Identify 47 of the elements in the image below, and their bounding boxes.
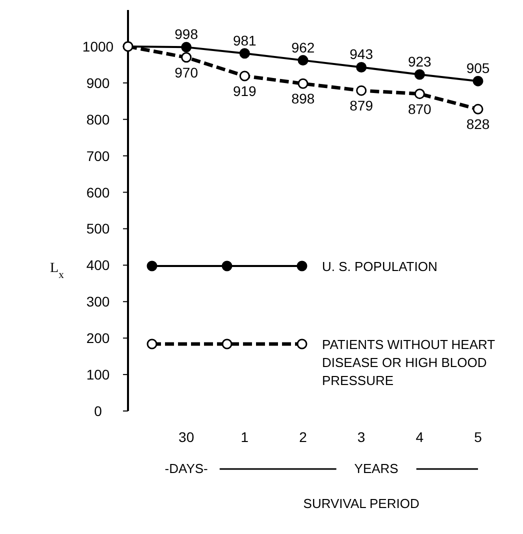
- x-tick-label: 30: [178, 429, 194, 445]
- data-label: 870: [408, 100, 432, 117]
- point: [414, 88, 425, 100]
- data-label: 919: [232, 82, 257, 99]
- y-tick-label: 400: [86, 257, 110, 274]
- point: [181, 42, 192, 52]
- point: [472, 104, 484, 114]
- y-axis-title: L$_{x}$: [50, 261, 65, 280]
- data-label: 923: [408, 54, 432, 70]
- data-label: 898: [291, 90, 315, 107]
- x-tick-label: 3: [357, 429, 366, 445]
- y-tick-label: 100: [86, 366, 110, 383]
- y-tick-label: 200: [86, 330, 110, 346]
- point: [356, 85, 367, 96]
- y-tick-label: 1000: [82, 38, 114, 54]
- y-tick-label: 500: [86, 220, 110, 237]
- legend-label: PATIENTS WITHOUT HEART DISEASE OR HIGH BLOOD PRESSURE: [322, 337, 496, 388]
- legend-label: U. S. POPULATION: [322, 259, 438, 274]
- text: -DAYS-: [164, 461, 208, 476]
- y-tick-label: 0: [94, 403, 102, 419]
- point: [239, 48, 250, 59]
- data-label: 962: [291, 39, 315, 56]
- point: [414, 69, 425, 80]
- point: [298, 78, 308, 89]
- y-tick-label: 700: [86, 148, 110, 164]
- x-tick-label: 2: [299, 429, 308, 445]
- data-label: 828: [466, 116, 490, 132]
- y-tick-label: 300: [86, 294, 110, 310]
- data-label: 943: [350, 46, 374, 62]
- y-tick-label: 600: [86, 184, 110, 200]
- point: [181, 52, 192, 63]
- point: [298, 55, 308, 66]
- x-axis-title: SURVIVAL PERIOD: [303, 496, 420, 511]
- data-label: 998: [174, 26, 198, 42]
- point: [239, 70, 250, 82]
- point: [472, 76, 484, 86]
- y-tick-label: 800: [86, 111, 110, 128]
- data-label: 970: [174, 64, 198, 80]
- data-label: 905: [466, 60, 490, 76]
- x-tick-label: 1: [240, 429, 249, 445]
- data-label: 879: [350, 98, 374, 114]
- x-tick-label: 5: [474, 429, 482, 445]
- data-label: 981: [232, 32, 257, 48]
- x-tick-label: 4: [416, 429, 424, 445]
- y-tick-label: 900: [86, 74, 110, 91]
- point: [356, 62, 367, 72]
- text: YEARS: [354, 461, 399, 476]
